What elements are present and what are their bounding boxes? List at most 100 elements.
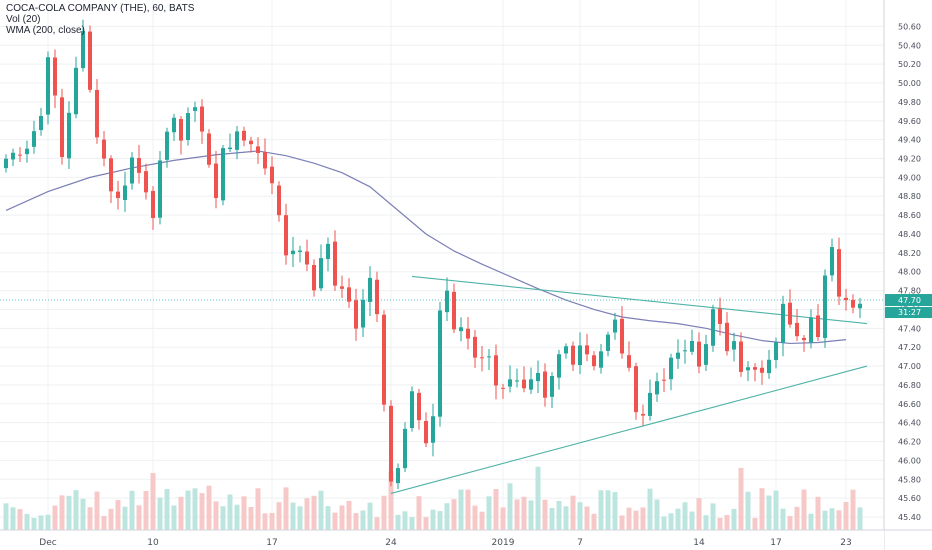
candle-body[interactable] [459, 327, 463, 332]
time-scale[interactable]: Dec 10 17 24 2019 7 14 17 23 [0, 529, 932, 550]
candle-body[interactable] [718, 308, 722, 324]
candle-body[interactable] [830, 247, 834, 276]
candle-body[interactable] [193, 107, 197, 111]
candle-body[interactable] [305, 251, 309, 265]
candle-body[interactable] [704, 344, 708, 365]
candle-body[interactable] [592, 355, 596, 367]
candle-body[interactable] [221, 148, 225, 201]
candle-body[interactable] [445, 290, 449, 313]
candle-body[interactable] [354, 300, 358, 329]
candle-body[interactable] [599, 351, 603, 368]
candle-body[interactable] [858, 303, 862, 309]
trendline[interactable] [390, 365, 868, 494]
candle-body[interactable] [466, 328, 470, 339]
candle-body[interactable] [669, 357, 673, 380]
candle-body[interactable] [529, 379, 533, 390]
candle-body[interactable] [123, 185, 127, 201]
candle-body[interactable] [543, 371, 547, 398]
candle-body[interactable] [410, 391, 414, 428]
volume-indicator-label[interactable]: Vol (20) [6, 14, 41, 25]
candle-body[interactable] [396, 468, 400, 484]
candle-body[interactable] [81, 31, 85, 69]
candle-body[interactable] [200, 106, 204, 132]
candle-body[interactable] [487, 356, 491, 358]
candle-body[interactable] [795, 322, 799, 337]
candle-body[interactable] [473, 336, 477, 358]
candle-body[interactable] [515, 380, 519, 382]
candle-body[interactable] [11, 152, 15, 160]
candle-body[interactable] [767, 359, 771, 374]
candle-body[interactable] [32, 131, 36, 147]
candle-body[interactable] [284, 215, 288, 256]
candle-body[interactable] [39, 115, 43, 131]
candle-body[interactable] [361, 299, 365, 328]
candlesticks[interactable] [4, 19, 862, 490]
wma-indicator-label[interactable]: WMA (200, close) [6, 25, 85, 36]
candle-body[interactable] [88, 31, 92, 90]
candle-body[interactable] [382, 314, 386, 405]
candle-body[interactable] [725, 322, 729, 352]
candle-body[interactable] [606, 334, 610, 351]
candle-body[interactable] [683, 350, 687, 352]
candle-body[interactable] [249, 140, 253, 145]
candle-body[interactable] [508, 379, 512, 387]
candle-body[interactable] [207, 133, 211, 165]
candle-body[interactable] [109, 158, 113, 192]
candle-body[interactable] [151, 190, 155, 219]
candle-body[interactable] [655, 381, 659, 395]
candle-body[interactable] [711, 309, 715, 346]
candle-body[interactable] [774, 342, 778, 361]
candle-body[interactable] [60, 97, 64, 157]
candle-body[interactable] [788, 302, 792, 325]
candle-body[interactable] [501, 387, 505, 389]
candle-body[interactable] [438, 310, 442, 417]
candle-body[interactable] [130, 157, 134, 184]
candle-body[interactable] [319, 258, 323, 289]
candle-body[interactable] [522, 379, 526, 389]
candle-body[interactable] [634, 366, 638, 413]
candle-body[interactable] [760, 367, 764, 373]
candle-body[interactable] [536, 372, 540, 382]
candle-body[interactable] [746, 367, 750, 371]
candle-body[interactable] [172, 117, 176, 133]
candle-body[interactable] [137, 158, 141, 173]
candle-body[interactable] [256, 146, 260, 153]
candle-body[interactable] [578, 345, 582, 366]
candle-body[interactable] [333, 241, 337, 286]
candle-body[interactable] [823, 275, 827, 338]
candle-body[interactable] [102, 139, 106, 159]
candle-body[interactable] [214, 163, 218, 199]
candle-body[interactable] [550, 376, 554, 397]
candle-body[interactable] [298, 250, 302, 252]
candle-body[interactable] [242, 130, 246, 141]
candle-body[interactable] [53, 57, 57, 96]
candle-body[interactable] [452, 291, 456, 330]
candle-body[interactable] [613, 319, 617, 333]
candle-body[interactable] [641, 413, 645, 416]
candle-body[interactable] [4, 158, 8, 169]
candle-body[interactable] [809, 317, 813, 343]
candle-body[interactable] [46, 57, 50, 115]
candle-body[interactable] [347, 287, 351, 302]
candle-body[interactable] [389, 405, 393, 482]
candle-body[interactable] [571, 345, 575, 365]
candle-body[interactable] [494, 355, 498, 386]
candle-body[interactable] [270, 166, 274, 184]
candle-body[interactable] [277, 185, 281, 216]
candle-body[interactable] [228, 147, 232, 150]
candle-body[interactable] [368, 277, 372, 302]
candle-body[interactable] [179, 119, 183, 141]
candle-body[interactable] [557, 354, 561, 378]
candle-body[interactable] [697, 341, 701, 367]
candle-body[interactable] [74, 67, 78, 115]
candle-body[interactable] [291, 250, 295, 255]
candle-body[interactable] [18, 154, 22, 156]
candle-body[interactable] [585, 345, 589, 355]
candle-body[interactable] [417, 392, 421, 421]
candle-body[interactable] [480, 357, 484, 359]
candle-body[interactable] [403, 428, 407, 469]
candle-body[interactable] [431, 416, 435, 443]
candle-body[interactable] [781, 303, 785, 343]
candle-body[interactable] [620, 318, 624, 354]
